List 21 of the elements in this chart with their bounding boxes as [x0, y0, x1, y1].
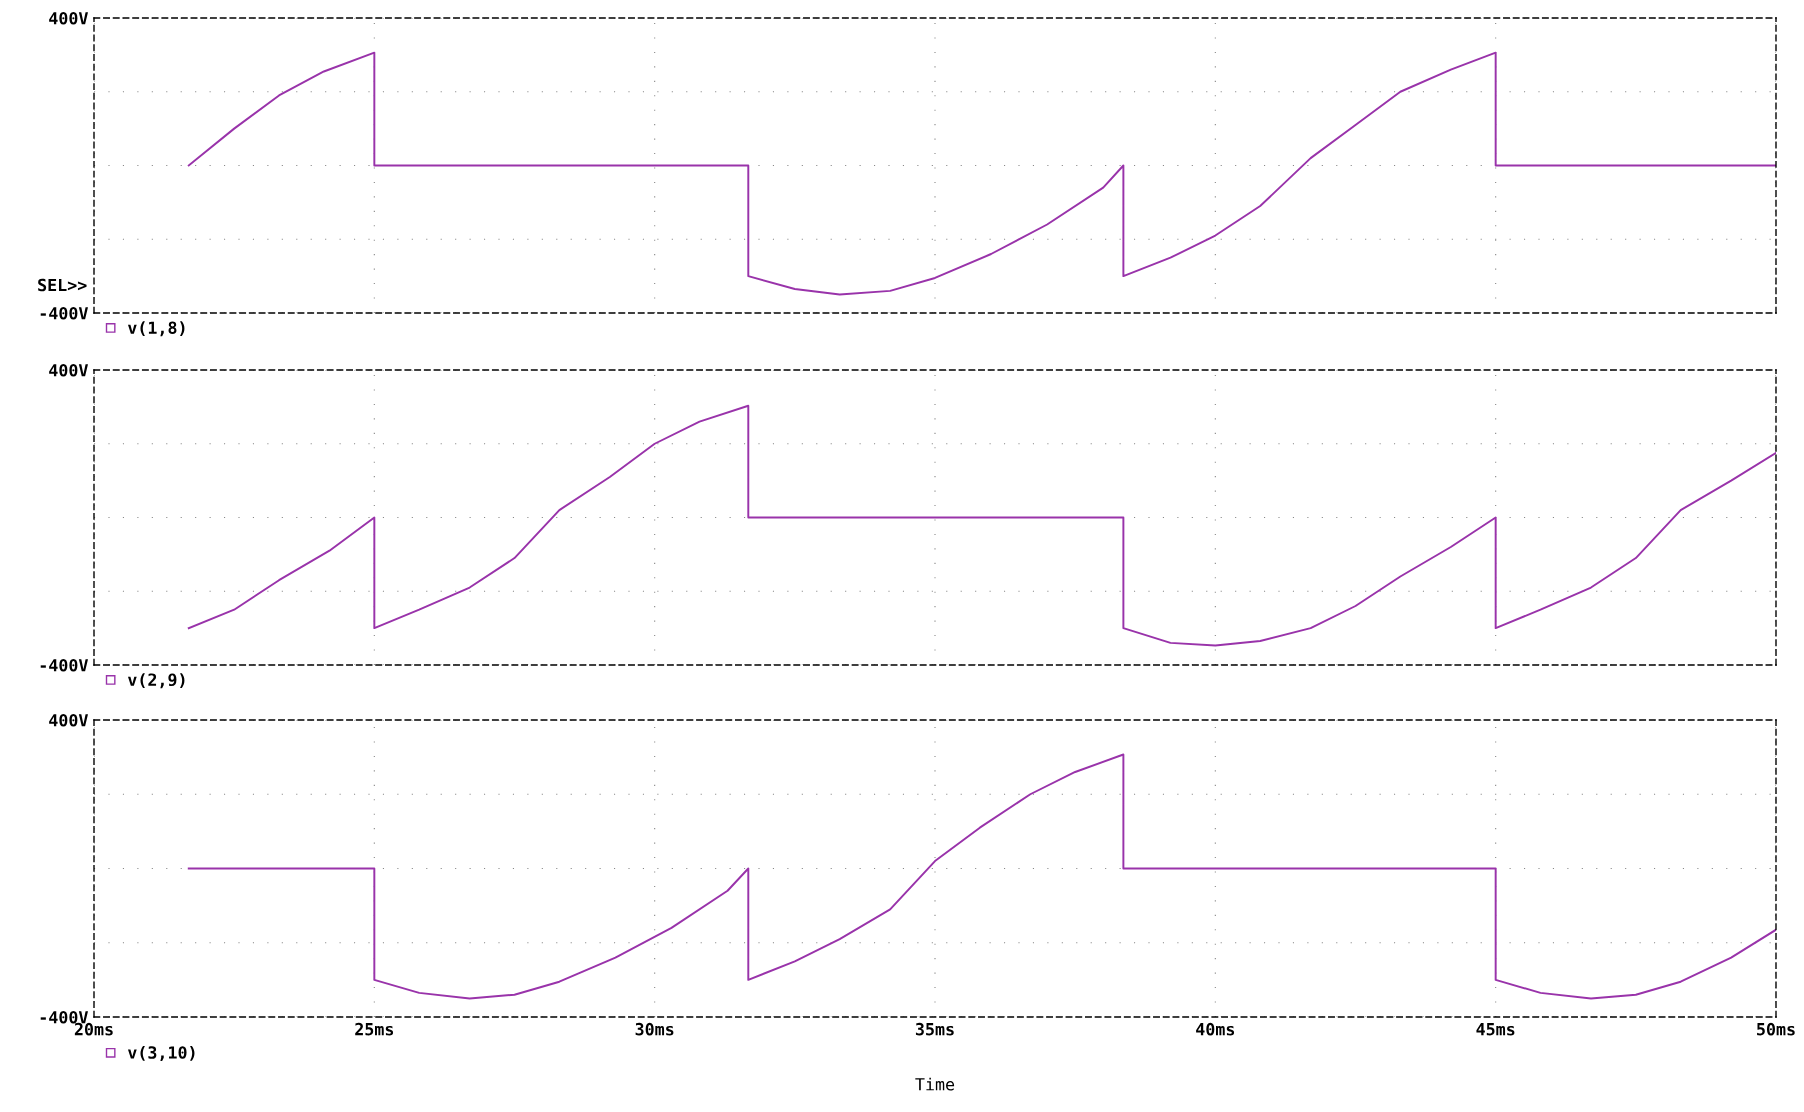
x-axis-title: Time — [915, 1077, 955, 1091]
line-series — [187, 753, 1776, 1000]
legend-label: v(3,10) — [127, 1045, 195, 1061]
text: SEL>> — [38, 278, 87, 292]
x-tick-label: 40ms — [1196, 1022, 1235, 1036]
legend-label: v(2,9) — [127, 673, 185, 689]
line-series — [187, 404, 1776, 647]
y-tick-label: -400V — [40, 658, 88, 672]
legend-label: v(1,8) — [127, 321, 185, 337]
line-series — [187, 51, 1776, 296]
x-tick-label: 35ms — [915, 1022, 954, 1036]
y-tick-label: -400V — [40, 1010, 88, 1024]
y-tick-label: 400V — [49, 363, 88, 377]
x-tick-label: 25ms — [355, 1022, 394, 1036]
x-tick-label: 50ms — [1757, 1022, 1795, 1036]
x-tick-label: 45ms — [1476, 1023, 1515, 1036]
x-tick-label: 30ms — [635, 1022, 674, 1036]
y-tick-label: -400V — [40, 306, 88, 320]
x-tick-label: 20ms — [74, 1022, 113, 1036]
y-tick-label: 400V — [49, 11, 88, 25]
y-tick-label: 400V — [49, 713, 88, 727]
